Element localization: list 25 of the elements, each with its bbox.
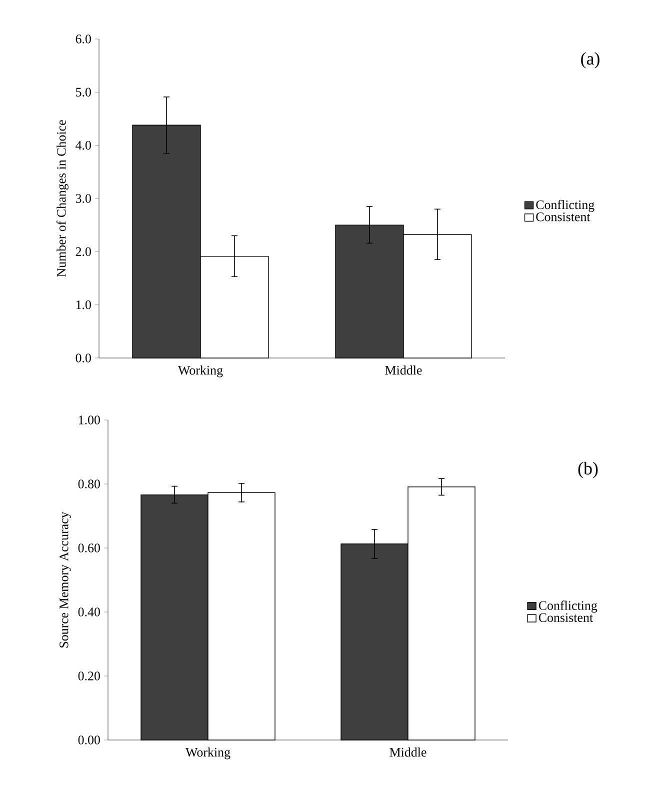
x-tick-label: Middle [390,748,426,757]
x-tick-label: Working [186,748,230,760]
y-tick-label: 0.60 [78,544,100,552]
y-tick-label: 4.0 [76,140,91,150]
y-tick-label: 0.20 [78,672,100,680]
legend-label: Conflicting [538,600,598,613]
y-tick-label: 0.80 [78,480,100,488]
y-tick-label: 2.0 [76,247,91,256]
y-tick-label: 5.0 [76,88,91,97]
y-axis-title: Source Memory Accuracy [60,512,71,648]
y-tick-label: 3.0 [76,194,91,203]
y-axis-title: Number of Changes in Choice [56,120,68,277]
y-tick-label: 1.0 [76,300,91,310]
y-tick-label: 6.0 [76,34,91,44]
legend-label: Consistent [536,212,590,222]
y-tick-label: 1.00 [78,416,100,424]
legend-label: Conflicting [536,200,594,212]
text: (b) [578,462,598,478]
text: (a) [581,52,600,68]
x-tick-label: Middle [385,366,422,375]
legend-label: Consistent [538,613,593,622]
y-tick-label: 0.0 [76,354,91,362]
y-tick-label: 0.40 [78,608,100,616]
y-tick-label: 0.00 [78,736,100,744]
x-tick-label: Working [178,366,223,378]
